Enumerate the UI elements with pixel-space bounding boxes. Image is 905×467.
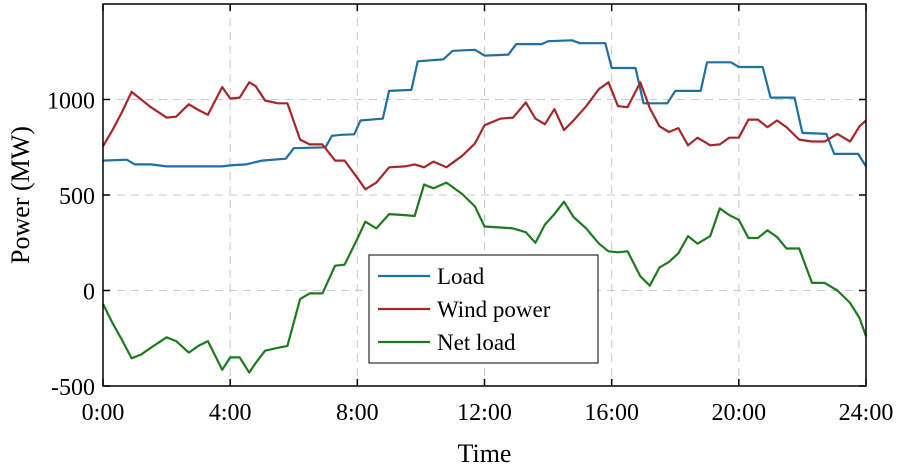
legend-label-net-load: Net load — [437, 330, 516, 355]
series-line-load — [102, 39, 867, 168]
series-line-net-load — [102, 181, 868, 374]
x-tick-label: 24:00 — [839, 400, 894, 426]
x-tick-label: 20:00 — [711, 400, 766, 426]
legend: Load Wind power Net load — [368, 254, 599, 364]
x-tick-label: 8:00 — [336, 400, 379, 426]
y-axis-title: Power (MW) — [6, 126, 35, 264]
y-tick-label: 0 — [83, 280, 95, 306]
y-tick-label: 500 — [59, 184, 95, 210]
axis-tick-labels: 0:00 4:00 8:00 12:00 16:00 20:00 24:00 -500 0 500… — [47, 89, 893, 427]
legend-label-load: Load — [437, 264, 485, 289]
series-lines — [102, 39, 868, 374]
axis-ticks — [102, 4, 867, 387]
y-tick-label: 1000 — [47, 89, 95, 115]
x-tick-label: 12:00 — [457, 400, 512, 426]
x-axis-title: Time — [458, 439, 512, 467]
legend-label-wind-power: Wind power — [437, 297, 551, 322]
y-tick-label: -500 — [51, 375, 95, 401]
x-tick-label: 0:00 — [82, 400, 125, 426]
x-tick-label: 4:00 — [209, 400, 252, 426]
series-line-wind-power — [102, 81, 867, 191]
x-tick-label: 16:00 — [584, 400, 639, 426]
